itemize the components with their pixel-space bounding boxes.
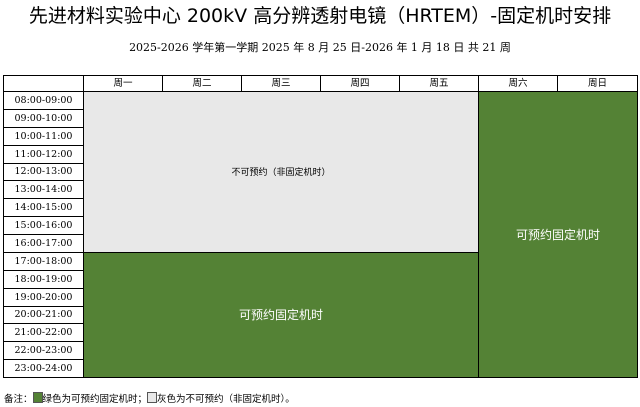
time-slot: 13:00-14:00 [3, 180, 84, 200]
semester-info: 2025-2026 学年第一学期 2025 年 8 月 25 日-2026 年 … [129, 41, 511, 54]
page-title: 先进材料实验中心 200kV 高分辨透射电镜（HRTEM）-固定机时安排 [28, 5, 612, 27]
day-header-wed: 周三 [241, 75, 321, 92]
time-slot: 20:00-21:00 [3, 305, 84, 325]
time-slot: 21:00-22:00 [3, 323, 84, 343]
time-slot: 17:00-18:00 [3, 251, 84, 271]
time-slot: 10:00-11:00 [3, 126, 84, 146]
time-slot: 16:00-17:00 [3, 234, 84, 253]
legend-green-text: 绿色为可预约固定机时； [42, 394, 148, 405]
legend-note: 备注： 绿色为可预约固定机时； 灰色为不可预约（非固定机时）。 [4, 392, 295, 406]
day-header-sun: 周日 [557, 75, 638, 92]
day-header-tue: 周二 [162, 75, 242, 92]
time-slot: 23:00-24:00 [3, 359, 84, 378]
weekday-evening-bookable-block: 可预约固定机时 [83, 251, 479, 379]
table-row: 17:00-18:00 可预约固定机时 [3, 251, 638, 379]
day-header-thu: 周四 [320, 75, 400, 92]
time-slot: 12:00-13:00 [3, 162, 84, 182]
weekend-bookable-block: 可预约固定机时 [478, 91, 638, 378]
day-header-fri: 周五 [399, 75, 479, 92]
table-row: 23:00-24:00 [3, 359, 638, 378]
weekday-unavailable-block: 不可预约（非固定机时） [83, 91, 479, 253]
time-slot: 08:00-09:00 [3, 91, 84, 110]
time-slot: 11:00-12:00 [3, 144, 84, 164]
green-swatch-icon [32, 392, 43, 403]
time-slot: 14:00-15:00 [3, 198, 84, 218]
legend-gray-text: 灰色为不可预约（非固定机时）。 [157, 394, 295, 405]
corner-cell [3, 75, 84, 92]
header-row: 周一 周二 周三 周四 周五 周六 周日 [3, 75, 638, 92]
time-slot: 18:00-19:00 [3, 269, 84, 289]
day-header-mon: 周一 [83, 75, 163, 92]
schedule-table: 周一 周二 周三 周四 周五 周六 周日 08:00-09:00 不可预约（非固… [3, 75, 638, 379]
time-slot: 19:00-20:00 [3, 287, 84, 307]
gray-swatch-icon [147, 392, 158, 403]
time-slot: 22:00-23:00 [3, 341, 84, 361]
table-row: 08:00-09:00 不可预约（非固定机时） 可预约固定机时 [3, 91, 638, 378]
legend-prefix: 备注： [4, 394, 33, 405]
time-slot: 09:00-10:00 [3, 108, 84, 128]
time-slot: 15:00-16:00 [3, 216, 84, 235]
day-header-sat: 周六 [478, 75, 558, 92]
